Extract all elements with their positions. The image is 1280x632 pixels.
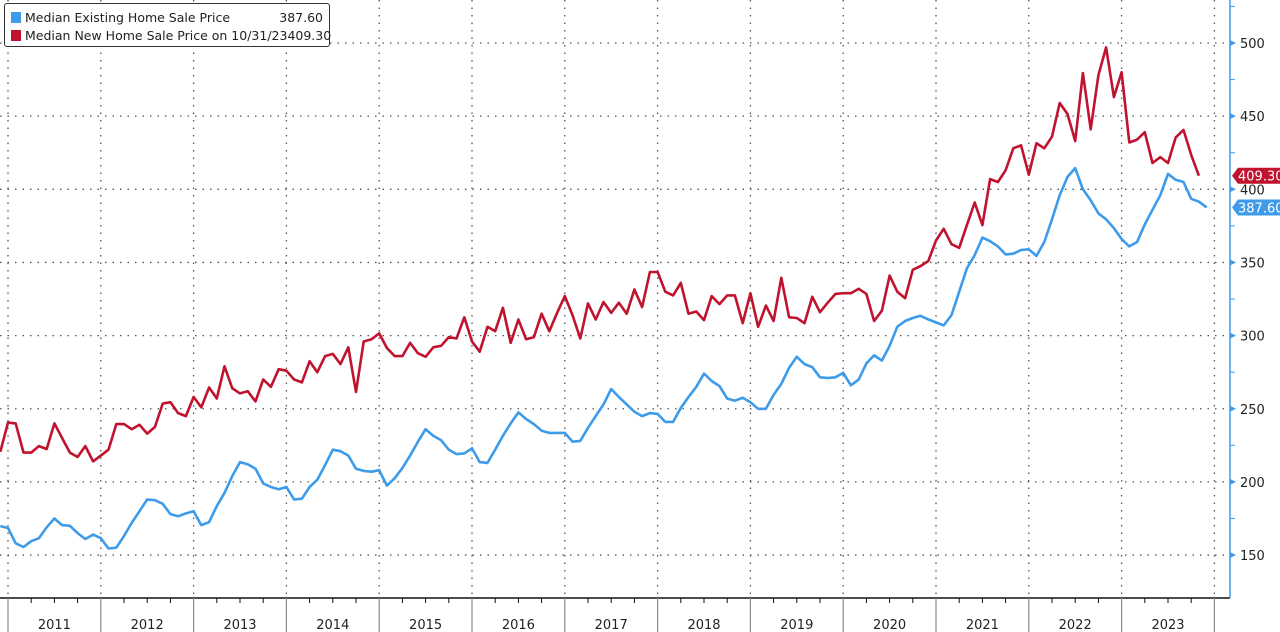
legend-value: 387.60 <box>279 9 323 25</box>
x-tick-label: 2019 <box>780 618 813 632</box>
y-tick <box>1230 40 1236 46</box>
y-tick-label: 150 <box>1240 549 1265 564</box>
gridlines <box>0 0 1230 598</box>
last-value-tag-label: 409.30 <box>1238 170 1280 185</box>
legend-item-new: Median New Home Sale Price on 10/31/23 4… <box>11 26 331 44</box>
x-tick-label: 2023 <box>1151 618 1184 632</box>
legend-value: 409.30 <box>287 27 332 43</box>
legend-swatch-new <box>11 29 21 41</box>
x-axis: 2011 2012 2013 2014 2015 2016 2017 2018 2019 2020… <box>0 597 1230 632</box>
last-value-tag <box>1232 167 1280 184</box>
y-tick <box>1230 186 1236 193</box>
y-tick <box>1230 478 1236 485</box>
last-value-tag-label: 387.60 <box>1238 201 1280 216</box>
legend-swatch-existing <box>11 11 21 23</box>
x-tick-label: 2013 <box>223 618 256 632</box>
x-tick-label: 2020 <box>873 618 906 632</box>
x-tick-label: 2011 <box>38 618 71 632</box>
y-tick <box>1230 332 1236 339</box>
x-tick-label: 2021 <box>966 618 999 632</box>
y-tick <box>1230 552 1236 559</box>
x-tick-label: 2015 <box>409 618 442 632</box>
y-tick-label: 300 <box>1240 330 1265 345</box>
y-tick <box>1230 259 1236 266</box>
series-lines <box>0 46 1208 550</box>
y-tick-label: 200 <box>1240 476 1265 491</box>
y-tick-label: 250 <box>1240 403 1265 418</box>
x-tick-label: 2018 <box>687 618 720 632</box>
y-axis: 150 200 250 300 350 400 450 500 <box>1229 0 1265 598</box>
x-tick-label: 2014 <box>316 618 349 632</box>
legend: Median Existing Home Sale Price 387.60 M… <box>4 3 331 47</box>
legend-label: Median New Home Sale Price on 10/31/23 <box>25 27 288 43</box>
y-tick <box>1230 405 1236 412</box>
x-tick-label: 2012 <box>131 618 164 632</box>
series-line-existing-home <box>0 166 1208 550</box>
x-tick-label: 2016 <box>502 618 535 632</box>
y-tick-label: 350 <box>1240 256 1265 271</box>
last-value-tags: 387.60 409.30 <box>1232 167 1280 216</box>
y-tick <box>1230 113 1236 120</box>
last-value-tag <box>1232 199 1280 216</box>
legend-label: Median Existing Home Sale Price <box>25 9 231 25</box>
legend-item-existing: Median Existing Home Sale Price 387.60 <box>11 8 323 26</box>
y-tick-label: 450 <box>1240 110 1265 125</box>
y-tick-label: 400 <box>1240 183 1265 198</box>
x-tick-label: 2022 <box>1059 618 1092 632</box>
series-line-new-home <box>0 46 1201 463</box>
y-tick-label: 500 <box>1240 37 1265 52</box>
x-tick-label: 2017 <box>595 618 628 632</box>
